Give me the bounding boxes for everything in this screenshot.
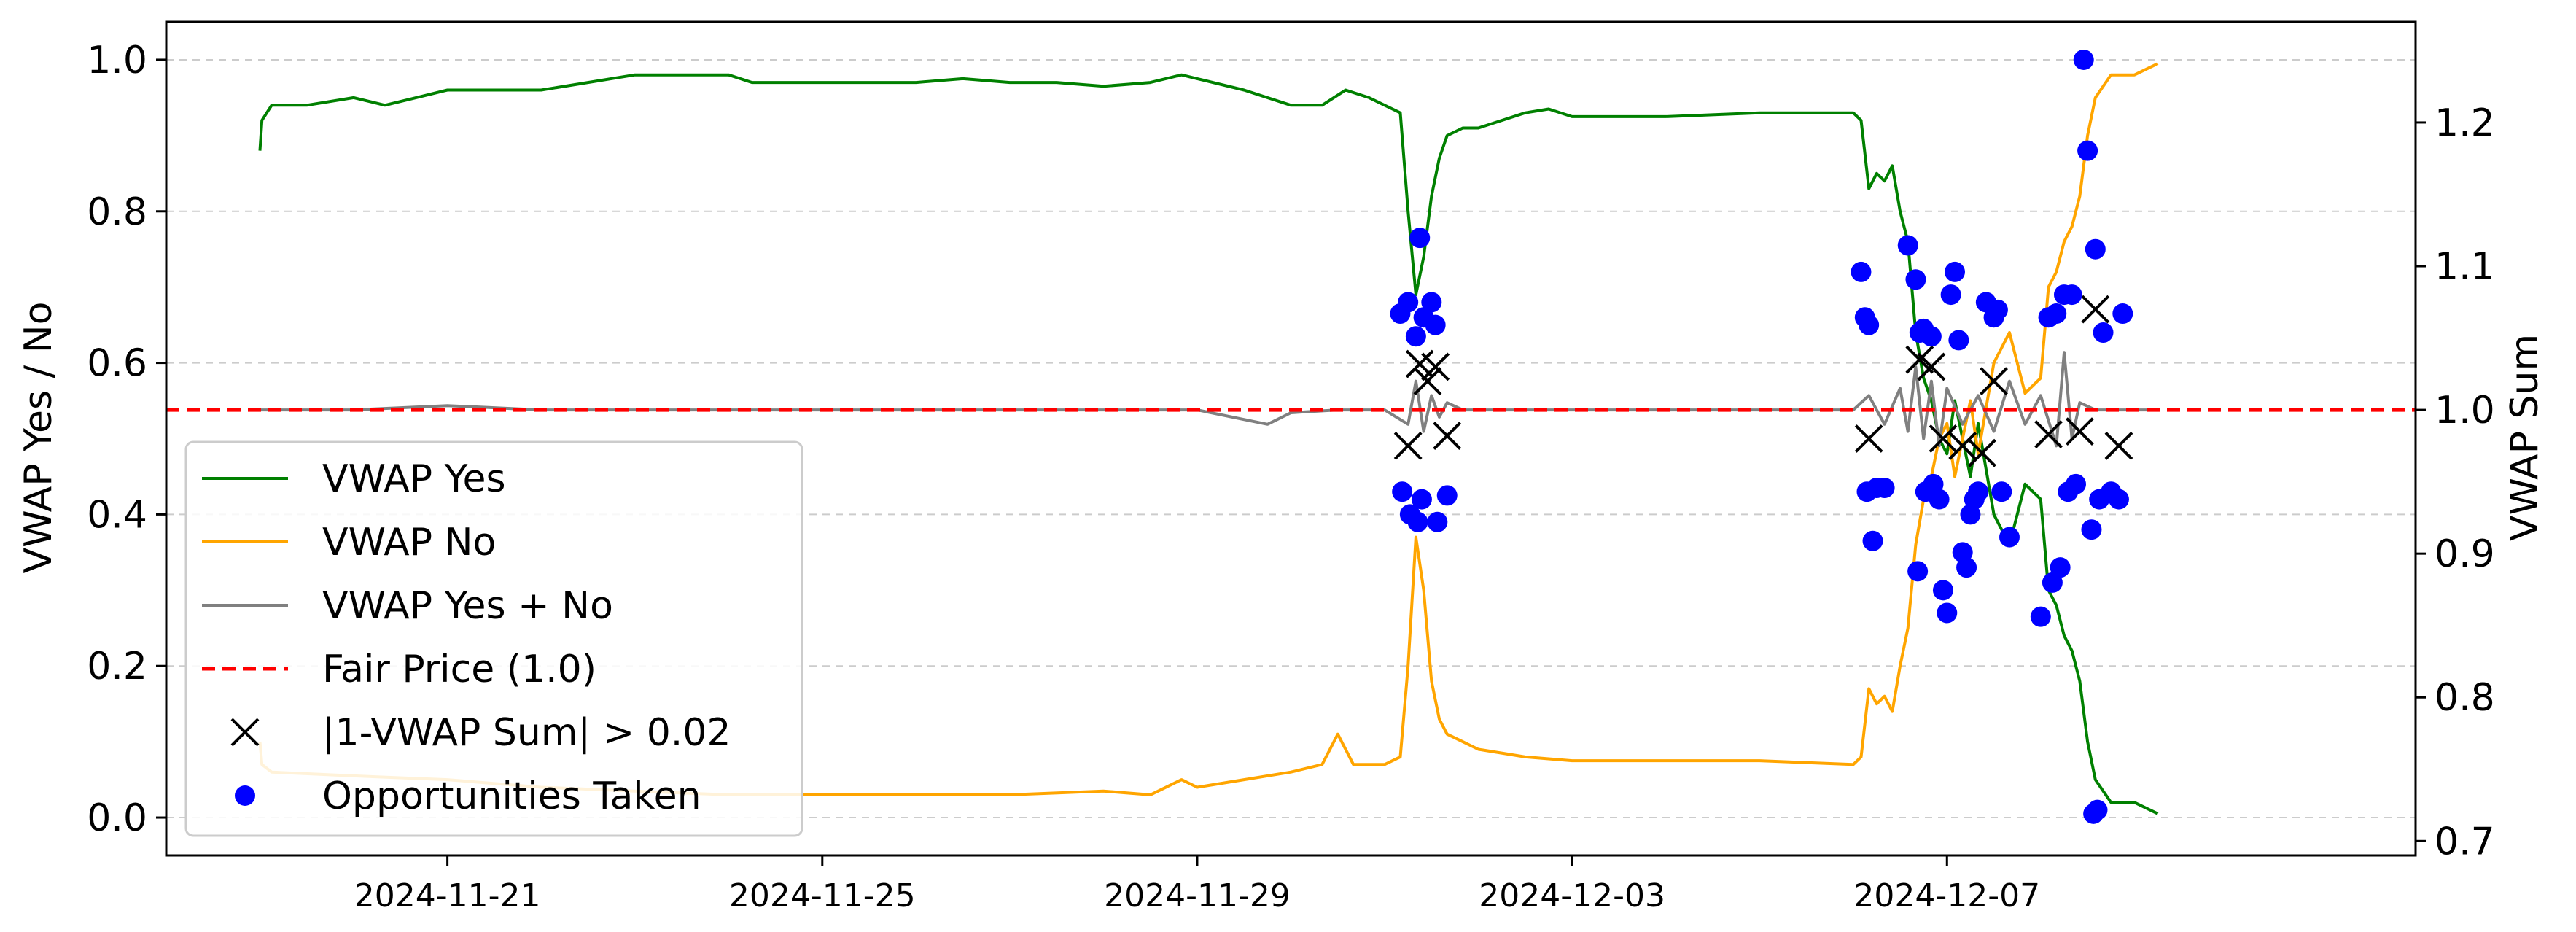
opportunity-point [2050,557,2071,578]
anomaly-x-marker [2034,420,2063,449]
opportunity-point [1409,228,1431,249]
series-layer [258,62,2159,815]
series-line-vwap-no [258,62,2159,796]
opportunity-point [2046,303,2067,325]
opportunity-point [1956,557,1977,578]
opportunity-point [2030,606,2051,627]
opportunity-point [2112,303,2133,325]
opportunity-point [1862,530,1883,551]
opportunity-point [2087,799,2108,820]
opportunity-point [2081,519,2102,540]
y-left-tick-label: 0.6 [87,342,147,386]
opportunity-point [1897,235,1918,256]
opportunity-point [1937,602,1958,624]
opportunity-point [1436,485,1458,506]
legend: VWAP Yes VWAP No VWAP Yes + No Fair Price (… [184,440,803,837]
opportunity-point [2108,489,2129,510]
legend-swatch [235,785,255,806]
series-line-vwap-yes [258,73,2159,815]
y-left-tick-label: 0.0 [87,796,147,840]
opportunity-point [1427,511,1448,532]
opportunity-point [1874,478,1895,499]
opportunity-point [2093,322,2114,343]
anomaly-x-marker [2081,295,2110,324]
opportunity-point [1425,314,1446,335]
x-tick-label: 2024-12-07 [1853,877,2040,914]
anomaly-x-marker [1393,431,1423,460]
anomaly-x-marker [1854,424,1883,453]
anomaly-x-marker [1917,352,1946,381]
legend-label: Opportunities Taken [322,774,701,818]
y-right-tick-label: 0.9 [2435,532,2495,576]
axes: 0.0 0.2 0.4 0.6 0.8 1.0 0.7 0.8 0.9 1.0 1.1 1.2 2024… [87,39,2494,914]
x-tick-label: 2024-12-03 [1479,877,1665,914]
opportunity-point [2085,238,2106,260]
anomaly-x-marker [1421,352,1450,381]
y-left-label: VWAP Yes / No [17,302,61,574]
opportunity-point [1421,292,1442,313]
legend-label: VWAP No [322,521,496,564]
markers-layer [166,49,2416,824]
opportunity-point [1411,489,1432,510]
opportunity-point [2073,49,2094,70]
opportunity-point [1851,261,1872,282]
y-right-tick-label: 1.0 [2435,389,2495,432]
opportunity-point [1987,299,2008,320]
y-right-label: VWAP Sum [2503,334,2547,541]
legend-label: VWAP Yes [322,457,506,501]
opportunity-point [1991,481,2012,502]
opportunity-point [1929,489,1950,510]
anomaly-x-marker [1968,438,1996,467]
x-tick-label: 2024-11-25 [729,877,916,914]
opportunity-point [1407,511,1428,532]
opportunity-point [1945,261,1966,282]
opportunity-point [1940,284,1961,306]
opportunity-point [1405,326,1426,347]
opportunity-point [1392,481,1413,502]
opportunity-point [1948,330,1969,351]
y-left-tick-label: 0.8 [87,190,147,234]
legend-box [184,440,803,837]
x-tick-label: 2024-11-29 [1104,877,1291,914]
anomaly-x-marker [1948,431,1977,460]
anomaly-x-marker [1980,367,2008,396]
opportunity-point [1999,527,2020,548]
y-right-tick-label: 1.1 [2435,245,2495,289]
legend-label: VWAP Yes + No [322,584,613,628]
legend-label: Fair Price (1.0) [322,648,596,691]
opportunity-point [1932,580,1953,601]
opportunity-point [1968,481,1989,502]
x-tick-label: 2024-11-21 [354,877,541,914]
opportunity-point [2066,473,2087,494]
anomaly-x-marker [1413,367,1442,396]
opportunity-point [1907,561,1929,582]
legend-label: |1-VWAP Sum| > 0.02 [322,711,731,755]
legend-swatch [230,718,260,747]
opportunity-point [2061,284,2082,306]
anomaly-x-marker [2065,417,2094,446]
y-right-tick-label: 0.8 [2435,676,2495,720]
opportunity-point [1921,326,1942,347]
opportunity-point [2042,572,2063,593]
y-left-tick-label: 0.4 [87,493,147,537]
anomaly-x-marker [2104,431,2133,460]
plot-frame [165,20,2417,857]
opportunity-point [1398,292,1419,313]
anomaly-x-marker [1433,422,1462,450]
anomaly-x-marker [1929,424,1958,453]
y-right-tick-label: 0.7 [2435,820,2495,863]
y-right-tick-label: 1.2 [2435,101,2495,145]
y-left-tick-label: 1.0 [87,39,147,82]
opportunity-point [1905,269,1926,290]
series-line-vwap-yes-no [260,351,2158,448]
opportunity-point [2077,140,2098,161]
y-left-tick-label: 0.2 [87,645,147,688]
opportunity-point [1859,314,1880,335]
